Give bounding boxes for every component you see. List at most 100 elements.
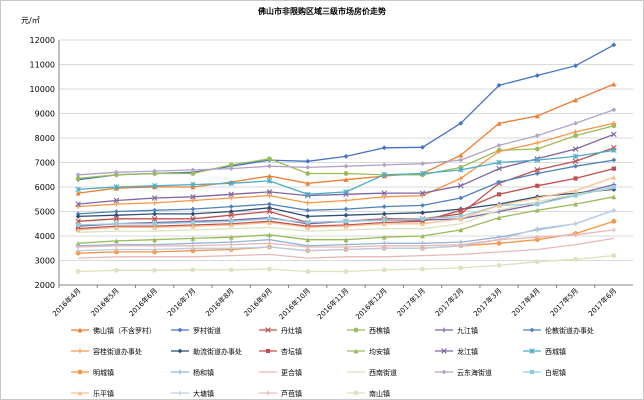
legend-label: 白坭镇 [545, 368, 566, 377]
legend-label: 西樵镇 [369, 326, 390, 335]
data-point [75, 214, 81, 219]
data-point [152, 237, 158, 243]
data-point [611, 107, 617, 113]
data-point [343, 206, 349, 212]
series-3 [75, 123, 617, 181]
data-point [305, 237, 311, 243]
data-point [458, 176, 464, 181]
data-point [496, 149, 502, 154]
data-point [611, 194, 617, 200]
data-point [458, 227, 464, 233]
legend-marker [353, 390, 359, 396]
data-point [228, 209, 234, 214]
x-tick-label: 2016年5月 [89, 286, 121, 318]
data-point [228, 166, 234, 172]
legend-label: 勒流街道办事处 [193, 347, 242, 356]
data-point [343, 219, 349, 224]
data-point [534, 234, 540, 240]
legend-marker [177, 369, 183, 375]
data-point [152, 267, 158, 273]
legend-label: 西南街道 [369, 368, 397, 377]
data-point [267, 205, 272, 211]
data-point [267, 216, 272, 221]
legend-item: 容桂街道办事处 [71, 347, 142, 356]
legend-marker [177, 327, 183, 333]
y-tick-label: 5000 [35, 208, 55, 217]
data-point [535, 202, 540, 207]
data-point [266, 178, 273, 184]
x-tick-label: 2017年3月 [471, 286, 503, 318]
data-point [305, 214, 311, 219]
data-point [535, 183, 540, 188]
data-point [305, 165, 311, 170]
data-point [267, 193, 272, 198]
data-point [343, 163, 349, 169]
legend-item: 更合镇 [259, 368, 302, 377]
data-point [343, 269, 349, 274]
data-point [75, 172, 81, 178]
data-point [152, 200, 158, 206]
data-point [267, 266, 272, 272]
data-point [190, 206, 196, 212]
data-point [305, 171, 311, 176]
data-point [381, 243, 387, 249]
data-point [76, 222, 81, 228]
data-point [573, 176, 578, 181]
legend-item: 均安镇 [347, 347, 390, 356]
data-point [611, 81, 617, 87]
data-point [381, 194, 387, 200]
data-point [267, 240, 272, 246]
legend-label: 九江镇 [457, 326, 478, 335]
legend-item: 杨和镇 [171, 368, 214, 377]
data-point [114, 172, 119, 178]
data-point [458, 182, 464, 189]
data-point [420, 144, 425, 150]
data-point [611, 42, 617, 48]
x-tick-label: 2016年12月 [354, 286, 389, 321]
data-point [458, 214, 463, 219]
data-point [305, 158, 311, 164]
data-point [420, 233, 425, 239]
data-point [572, 146, 579, 152]
data-point [75, 211, 81, 217]
data-point [75, 201, 81, 207]
data-point [611, 120, 617, 126]
legend-marker [529, 348, 535, 354]
legend-item: 九江镇 [435, 326, 478, 335]
legend-item: 白坭镇 [523, 368, 566, 377]
series-0 [75, 81, 617, 196]
data-point [75, 190, 81, 196]
data-point [420, 243, 425, 249]
data-point [534, 167, 541, 173]
series-6 [75, 120, 617, 209]
data-point [611, 123, 617, 129]
x-tick-label: 2016年4月 [51, 286, 83, 318]
series-5 [75, 157, 617, 217]
x-axis-ticks: 2016年4月 2016年5月 2016年6月 2016年7月 2016年8月 2016年… [51, 285, 618, 321]
data-point [496, 179, 502, 185]
data-point [75, 240, 81, 246]
data-point [611, 184, 616, 190]
data-point [496, 215, 502, 221]
data-point [305, 207, 311, 213]
legend-label: 龙江镇 [457, 347, 478, 356]
data-point [458, 216, 464, 222]
data-point [228, 267, 234, 273]
data-point [114, 201, 119, 207]
legend-label: 乐平镇 [93, 389, 114, 398]
data-point [496, 240, 502, 246]
data-point [611, 253, 617, 258]
data-point [267, 156, 272, 162]
x-tick-label: 2016年7月 [165, 286, 197, 318]
data-point [152, 171, 158, 176]
data-point [305, 269, 311, 274]
data-point [534, 259, 540, 265]
data-point [114, 249, 119, 255]
x-tick-label: 2016年6月 [127, 286, 159, 318]
data-point [228, 204, 234, 209]
data-point [381, 171, 388, 178]
legend-item: 杏坛镇 [259, 347, 302, 356]
chart-title: 佛山市非限购区域三级市场房价走势 [257, 6, 386, 16]
data-point [114, 169, 119, 175]
